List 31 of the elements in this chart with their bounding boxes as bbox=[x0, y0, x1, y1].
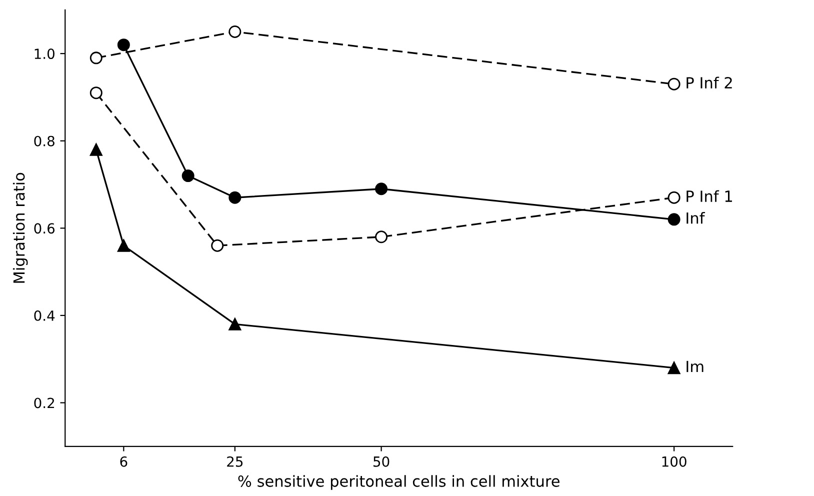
y-axis-title: Migration ratio bbox=[12, 172, 28, 283]
point bbox=[228, 25, 242, 38]
y-tick-label: 0.2 bbox=[34, 398, 54, 408]
point bbox=[228, 191, 242, 204]
x-tick-label: 25 bbox=[227, 456, 243, 467]
x-tick-label: 100 bbox=[662, 456, 686, 467]
series-label: Im bbox=[686, 360, 704, 372]
series-label: P Inf 2 bbox=[686, 76, 732, 88]
y-tick-label: 0.8 bbox=[34, 136, 54, 146]
point bbox=[668, 191, 680, 204]
point bbox=[375, 182, 388, 196]
point bbox=[117, 38, 130, 52]
x-tick-label: 6 bbox=[120, 456, 128, 467]
point bbox=[90, 52, 102, 64]
point bbox=[211, 239, 224, 252]
point bbox=[668, 78, 680, 90]
y-tick-label: 1.0 bbox=[34, 48, 54, 60]
series-label: P Inf 1 bbox=[686, 190, 732, 202]
point bbox=[375, 230, 388, 244]
point bbox=[182, 170, 194, 182]
x-axis-title: % sensitive peritoneal cells in cell mixture bbox=[238, 475, 560, 490]
series-label: Inf bbox=[686, 212, 706, 224]
y-tick-label: 0.6 bbox=[34, 223, 55, 234]
x-tick-label: 50 bbox=[374, 456, 390, 467]
point bbox=[90, 86, 102, 100]
point bbox=[228, 318, 242, 330]
point bbox=[90, 143, 102, 156]
point bbox=[668, 213, 680, 226]
point bbox=[668, 362, 680, 374]
point bbox=[117, 239, 130, 252]
y-tick-label: 0.4 bbox=[34, 310, 55, 321]
